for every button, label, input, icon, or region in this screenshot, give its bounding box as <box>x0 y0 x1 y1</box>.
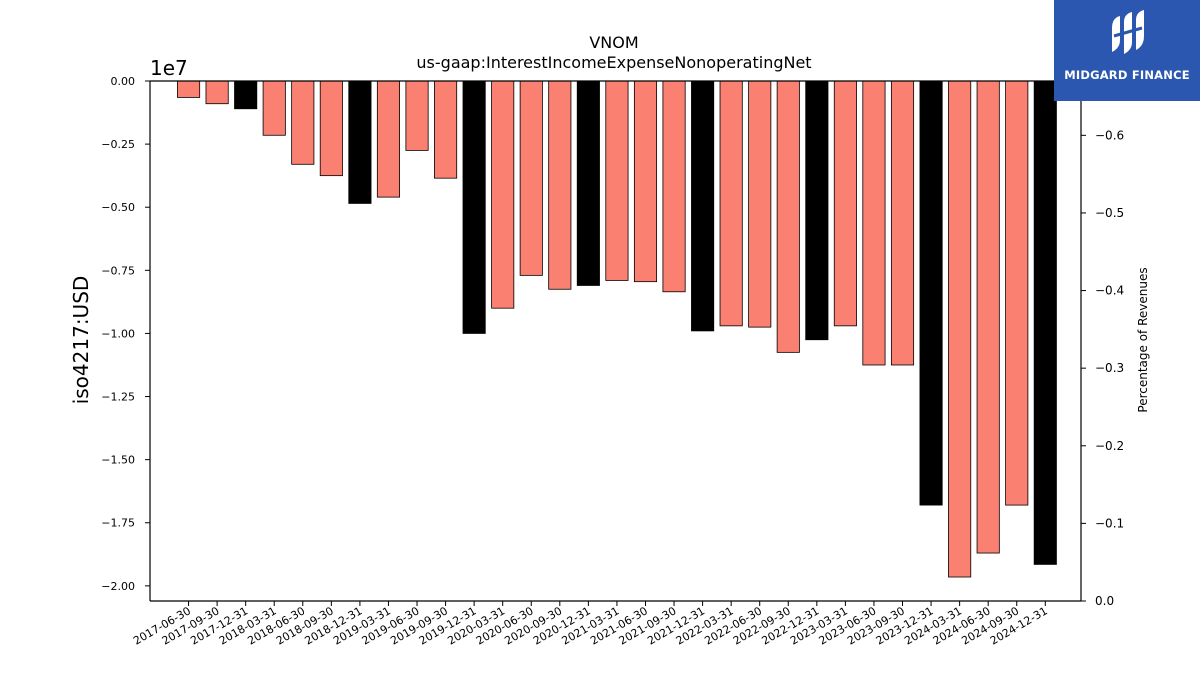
bar <box>833 80 857 327</box>
y-tick-label: −0.25 <box>101 138 135 151</box>
y-axis-label: iso4217:USD <box>69 276 93 405</box>
chart-subtitle: us-gaap:InterestIncomeExpenseNonoperatin… <box>416 53 811 72</box>
y2-tick-label: −0.2 <box>1095 439 1124 453</box>
bar <box>205 80 229 105</box>
bar <box>548 80 572 290</box>
bar <box>291 80 315 165</box>
bars-layer <box>177 80 1057 578</box>
logo-mark-icon <box>1112 10 1144 54</box>
bar <box>262 80 286 136</box>
bar <box>748 80 772 328</box>
y-tick-label: −1.75 <box>101 517 135 530</box>
bar <box>948 80 972 578</box>
bar <box>177 80 201 98</box>
bar <box>491 80 515 309</box>
bar <box>462 80 486 334</box>
logo-brand-text: MIDGARD FINANCE <box>1064 68 1190 82</box>
bar <box>1005 80 1029 506</box>
y-tick-label: −2.00 <box>101 580 135 593</box>
y2-tick-label: −0.6 <box>1095 128 1124 142</box>
bar <box>919 80 943 506</box>
y-offset-label: 1e7 <box>150 56 188 80</box>
bar <box>890 80 915 366</box>
y-ticks: 0.00 −0.25 −0.50 −0.75 −1.00 −1.25 −1.50 −1.75 −… <box>101 75 150 593</box>
y-tick-label: −1.25 <box>101 391 135 404</box>
x-ticks: 2017-06-302017-09-302017-12-312018-03-31… <box>131 601 1050 648</box>
bar <box>976 80 1000 554</box>
bar <box>434 80 458 179</box>
y2-tick-label: −0.1 <box>1095 516 1124 530</box>
y-tick-label: 0.00 <box>111 75 136 88</box>
bar <box>633 80 658 283</box>
bar <box>662 80 686 293</box>
y2-tick-label: −0.5 <box>1095 206 1124 220</box>
brand-logo: MIDGARD FINANCE <box>1054 0 1200 101</box>
chart-title: VNOM <box>589 33 638 52</box>
bar <box>862 80 886 366</box>
y-tick-label: −1.50 <box>101 454 135 467</box>
bar <box>376 80 401 198</box>
bar <box>1033 80 1057 565</box>
axes-layer <box>149 80 1082 602</box>
bar <box>691 80 715 332</box>
bar <box>405 80 429 151</box>
bar <box>319 80 343 177</box>
bar <box>719 80 743 327</box>
bar <box>805 80 829 341</box>
y2-tick-label: −0.3 <box>1095 361 1124 375</box>
y-tick-label: −0.50 <box>101 201 135 214</box>
y2-axis-label: Percentage of Revenues <box>1136 267 1150 412</box>
bar <box>576 80 600 286</box>
bar <box>776 80 800 353</box>
bar <box>605 80 629 281</box>
bar <box>519 80 543 276</box>
y2-tick-label: 0.0 <box>1095 594 1114 608</box>
bar <box>348 80 372 204</box>
y-tick-label: −1.00 <box>101 327 135 340</box>
bar <box>234 80 258 110</box>
y2-ticks: 0.0 −0.1 −0.2 −0.3 −0.4 −0.5 −0.6 <box>1081 128 1124 608</box>
y-tick-label: −0.75 <box>101 264 135 277</box>
y2-tick-label: −0.4 <box>1095 284 1124 298</box>
